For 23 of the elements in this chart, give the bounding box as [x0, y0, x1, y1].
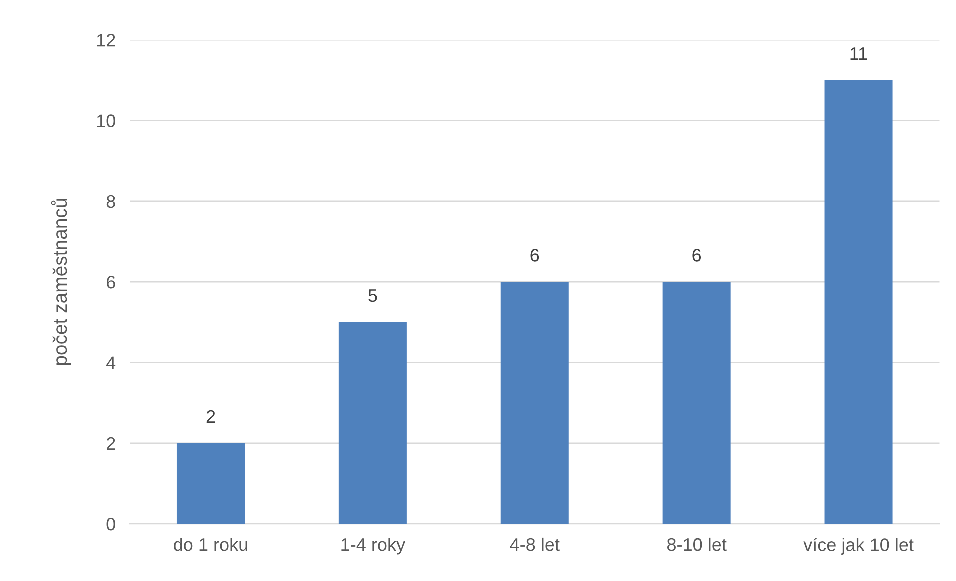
y-tick-label: 10 [97, 114, 116, 128]
bar [824, 80, 893, 524]
y-tick-label: 2 [106, 437, 116, 450]
y-axis-title: počet zaměstnanců [51, 199, 72, 366]
data-label: 6 [692, 249, 702, 262]
y-tick-label: 6 [107, 276, 116, 289]
y-tick-label: 4 [106, 356, 116, 370]
y-tick-label: 12 [97, 34, 116, 47]
data-label: 5 [368, 290, 378, 302]
bar [338, 322, 407, 524]
x-tick-label: 1-4 roky [342, 538, 406, 555]
bar [500, 282, 569, 524]
bar [176, 443, 245, 524]
data-label: 2 [206, 410, 216, 423]
y-tick-label: 8 [106, 195, 116, 208]
x-tick-label: 4-8 let [510, 538, 560, 552]
x-tick-label: do 1 roku [174, 538, 248, 552]
data-label: 6 [530, 249, 540, 262]
data-label: 11 [850, 48, 868, 60]
x-tick-label: 8-10 let [668, 538, 727, 552]
x-tick-label: více jak 10 let [804, 538, 914, 555]
bar [662, 282, 731, 524]
y-tick-label: 0 [106, 518, 116, 531]
